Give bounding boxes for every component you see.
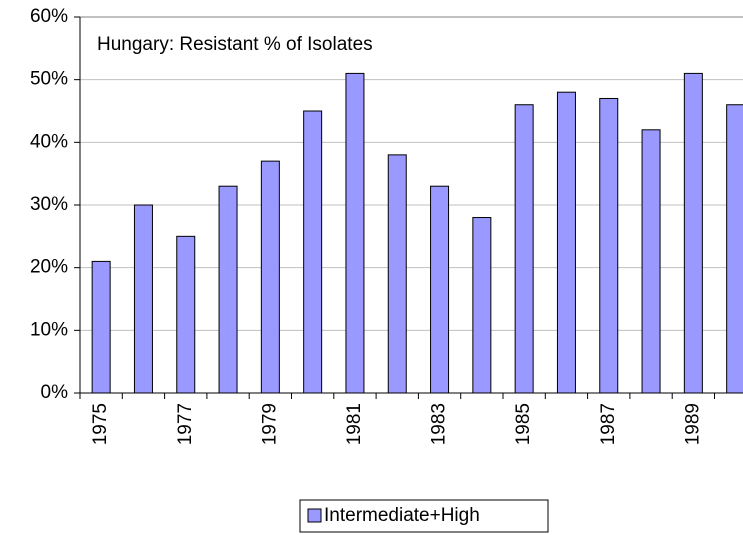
bar xyxy=(133,204,153,394)
bar xyxy=(726,104,743,394)
bar xyxy=(218,185,238,394)
x-tick-label: 1981 xyxy=(344,403,365,445)
legend: Intermediate+High xyxy=(299,499,549,533)
bar xyxy=(641,129,661,394)
y-tick-label: 10% xyxy=(30,319,68,340)
bar xyxy=(303,110,323,394)
x-tick-label: 1989 xyxy=(682,403,703,445)
x-tick-label: 1977 xyxy=(175,403,196,445)
x-tick-label: 1987 xyxy=(598,403,619,445)
legend-swatch xyxy=(307,508,322,523)
x-tick-label: 1979 xyxy=(259,403,280,445)
x-tick-label: 1975 xyxy=(90,403,111,445)
bar xyxy=(430,185,450,394)
bar xyxy=(472,217,492,394)
y-tick-label: 0% xyxy=(41,382,69,403)
bar xyxy=(387,154,407,394)
bar xyxy=(345,72,365,394)
y-tick-label: 20% xyxy=(30,257,68,278)
bar xyxy=(514,104,534,394)
legend-label: Intermediate+High xyxy=(324,505,480,526)
x-tick-label: 1985 xyxy=(513,403,534,445)
bar xyxy=(599,97,619,394)
y-tick-label: 60% xyxy=(30,6,68,27)
chart-title: Hungary: Resistant % of Isolates xyxy=(97,34,373,55)
bar xyxy=(556,91,576,394)
bar xyxy=(91,260,111,394)
x-tick-label: 1983 xyxy=(429,403,450,445)
y-tick-label: 40% xyxy=(30,131,68,152)
bar xyxy=(176,235,196,394)
y-tick-label: 50% xyxy=(30,69,68,90)
legend-box xyxy=(299,499,549,533)
y-tick-label: 30% xyxy=(30,194,68,215)
bar xyxy=(260,160,280,394)
bar xyxy=(683,72,703,394)
